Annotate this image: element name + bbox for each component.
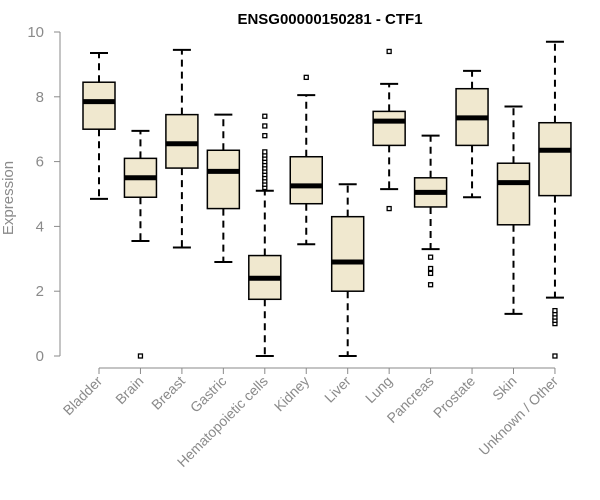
y-tick-label: 6 (36, 154, 44, 171)
outlier-point (262, 113, 268, 119)
box-pancreas (413, 134, 448, 288)
y-tick-label: 10 (27, 24, 44, 41)
outlier-point (303, 74, 309, 81)
outlier-point (262, 133, 268, 139)
box-brain (123, 129, 158, 359)
x-tick-label: Skin (489, 373, 520, 404)
x-tick-label: Brain (112, 373, 146, 407)
x-tick-label: Lung (362, 373, 395, 406)
box-iqr (538, 121, 572, 197)
box-iqr (289, 155, 323, 205)
box-iqr (206, 149, 241, 210)
outlier-point (386, 205, 392, 212)
box-gastric (206, 113, 241, 264)
x-tick-label: Kidney (271, 373, 313, 415)
outlier-point (552, 353, 558, 359)
box-prostate (455, 69, 489, 199)
box-liver (330, 183, 365, 357)
outlier-point (386, 48, 392, 55)
outlier-point (262, 123, 268, 129)
outlier-point (427, 265, 434, 272)
chart-title: ENSG00000150281 - CTF1 (237, 11, 422, 28)
box-iqr (496, 162, 531, 226)
box-unknown-other (538, 40, 572, 359)
outlier-point (427, 254, 434, 260)
box-series (82, 40, 572, 359)
box-iqr (330, 215, 365, 292)
y-tick-label: 2 (36, 283, 44, 300)
box-hematopoietic-cells (248, 113, 282, 357)
box-kidney (289, 74, 323, 246)
y-tick-label: 8 (36, 89, 44, 106)
outlier-point (137, 353, 144, 359)
y-tick-label: 4 (36, 218, 44, 235)
box-iqr (372, 110, 406, 147)
outlier-point (552, 307, 558, 314)
outlier-point (427, 282, 434, 288)
y-axis: 0 2 4 6 8 10 (27, 24, 61, 365)
x-tick-label: Bladder (60, 373, 106, 419)
x-tick-label: Prostate (430, 373, 478, 421)
y-tick-label: 0 (36, 348, 44, 365)
x-tick-label: Liver (321, 373, 354, 406)
y-axis-label: Expression (0, 161, 17, 235)
outlier-point (427, 270, 434, 277)
box-lung (372, 48, 406, 212)
x-tick-label: Unknown / Other (475, 373, 561, 459)
box-skin (496, 105, 531, 315)
box-iqr (82, 81, 116, 130)
outlier-point (262, 149, 268, 155)
x-tick-label: Breast (148, 373, 188, 413)
box-breast (165, 48, 199, 249)
box-bladder (82, 52, 116, 200)
